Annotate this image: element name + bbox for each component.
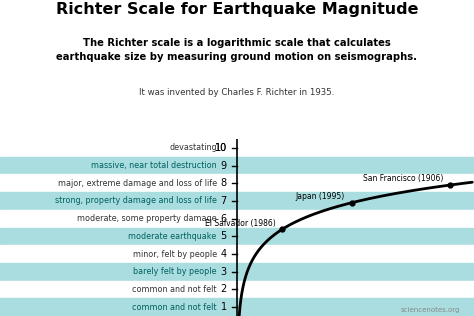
Text: 8: 8 xyxy=(221,178,227,188)
Bar xyxy=(0,174,474,192)
Text: sciencenotes.org: sciencenotes.org xyxy=(401,307,460,313)
Text: 10: 10 xyxy=(215,143,227,153)
Bar xyxy=(0,192,474,210)
Text: 3: 3 xyxy=(221,267,227,277)
Text: El Salvador (1986): El Salvador (1986) xyxy=(205,219,275,228)
Text: major, extreme damage and loss of life: major, extreme damage and loss of life xyxy=(57,179,217,188)
Text: common and not felt: common and not felt xyxy=(132,303,217,312)
Text: 4: 4 xyxy=(221,249,227,259)
Text: massive, near total destruction: massive, near total destruction xyxy=(91,161,217,170)
Text: It was invented by Charles F. Richter in 1935.: It was invented by Charles F. Richter in… xyxy=(139,88,335,97)
Bar xyxy=(0,157,474,174)
Text: 10: 10 xyxy=(215,143,227,153)
Bar xyxy=(0,139,474,157)
Text: 2: 2 xyxy=(220,284,227,295)
Bar xyxy=(0,263,474,281)
Text: strong, property damage and loss of life: strong, property damage and loss of life xyxy=(55,197,217,205)
Text: devastating: devastating xyxy=(169,143,217,152)
Text: Japan (1995): Japan (1995) xyxy=(296,192,345,201)
Bar xyxy=(0,281,474,298)
Text: barely felt by people: barely felt by people xyxy=(133,267,217,276)
Text: moderate, some property damage: moderate, some property damage xyxy=(77,214,217,223)
Text: 6: 6 xyxy=(221,214,227,224)
Bar xyxy=(0,298,474,316)
Text: minor, felt by people: minor, felt by people xyxy=(133,250,217,258)
Text: The Richter scale is a logarithmic scale that calculates
earthquake size by meas: The Richter scale is a logarithmic scale… xyxy=(56,38,418,62)
Text: 9: 9 xyxy=(221,161,227,171)
Bar xyxy=(0,210,474,228)
Text: Richter Scale for Earthquake Magnitude: Richter Scale for Earthquake Magnitude xyxy=(56,2,418,16)
Text: San Francisco (1906): San Francisco (1906) xyxy=(363,174,443,183)
Text: common and not felt: common and not felt xyxy=(132,285,217,294)
Bar xyxy=(0,245,474,263)
Text: 5: 5 xyxy=(220,231,227,241)
Bar xyxy=(0,228,474,245)
Text: moderate earthquake: moderate earthquake xyxy=(128,232,217,241)
Text: 1: 1 xyxy=(221,302,227,312)
Text: 7: 7 xyxy=(220,196,227,206)
